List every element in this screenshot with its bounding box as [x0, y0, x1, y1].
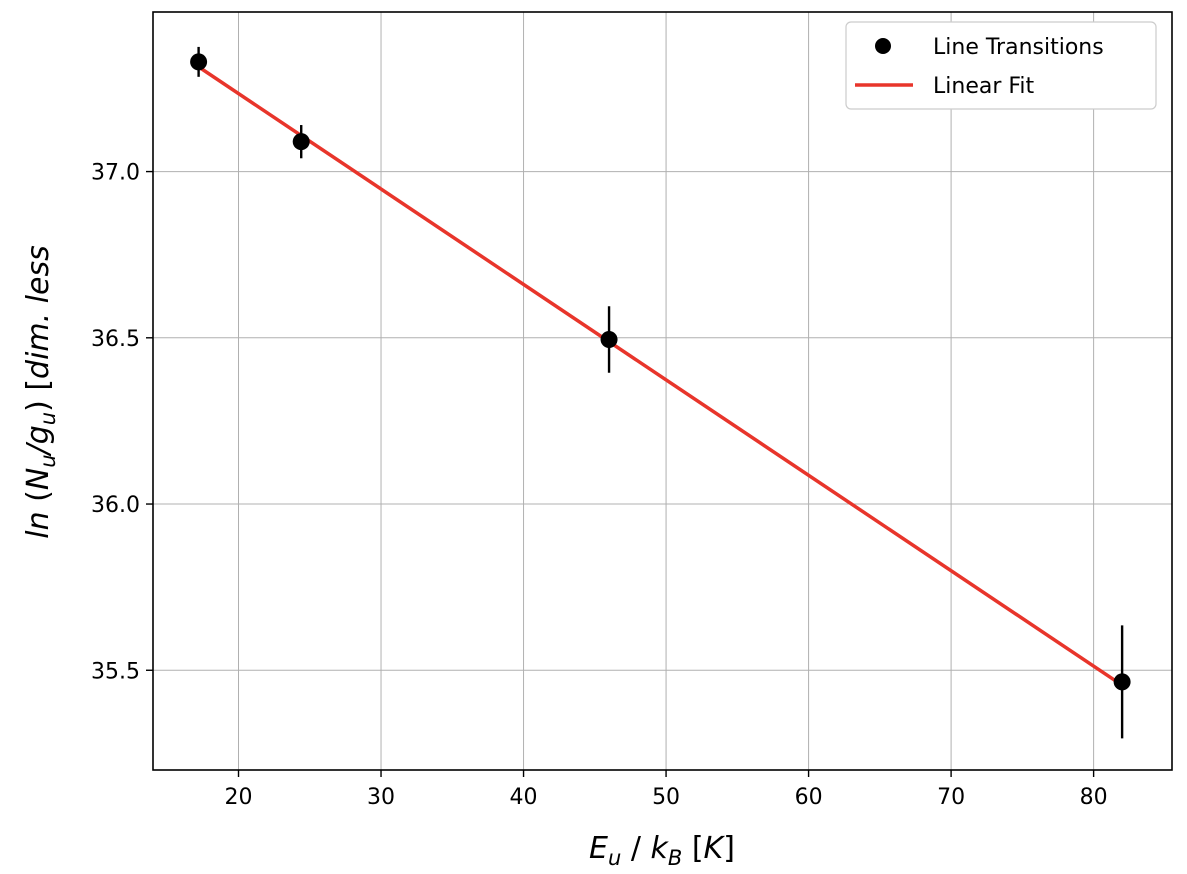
- x-tick-label: 20: [225, 785, 253, 810]
- data-points-group: [190, 46, 1131, 739]
- y-tick-label: 36.0: [91, 493, 140, 518]
- grid: [153, 12, 1172, 770]
- legend-marker-line-transitions: [875, 38, 891, 54]
- data-point: [600, 330, 618, 348]
- legend-box: [845, 21, 1157, 110]
- x-tick-label: 60: [795, 785, 823, 810]
- fit-line: [196, 64, 1125, 688]
- legend-label-line-transitions: Line Transitions: [933, 35, 1104, 60]
- y-tick-label: 36.5: [91, 327, 140, 352]
- x-tick-label: 30: [367, 785, 395, 810]
- legend: Line Transitions Linear Fit: [845, 21, 1157, 110]
- plot-frame: [152, 11, 1173, 771]
- x-tick-label: 80: [1080, 785, 1108, 810]
- x-tick-label: 70: [937, 785, 965, 810]
- y-tick-label: 35.5: [91, 659, 140, 684]
- data-point: [1113, 673, 1131, 691]
- y-tick-label: 37.0: [91, 161, 140, 186]
- x-axis: 20 30 40 50 60 70 80: [225, 770, 1108, 810]
- x-axis-label: Eu / kB [K]: [589, 831, 735, 870]
- fit-line-group: [196, 64, 1125, 688]
- y-axis-label: ln (Nu/gu) [dim. less: [21, 245, 60, 539]
- legend-label-linear-fit: Linear Fit: [933, 74, 1035, 99]
- y-axis: 35.5 36.0 36.5 37.0: [91, 161, 153, 684]
- x-tick-label: 50: [652, 785, 680, 810]
- data-point: [292, 133, 310, 151]
- data-point: [190, 53, 208, 71]
- x-tick-label: 40: [510, 785, 538, 810]
